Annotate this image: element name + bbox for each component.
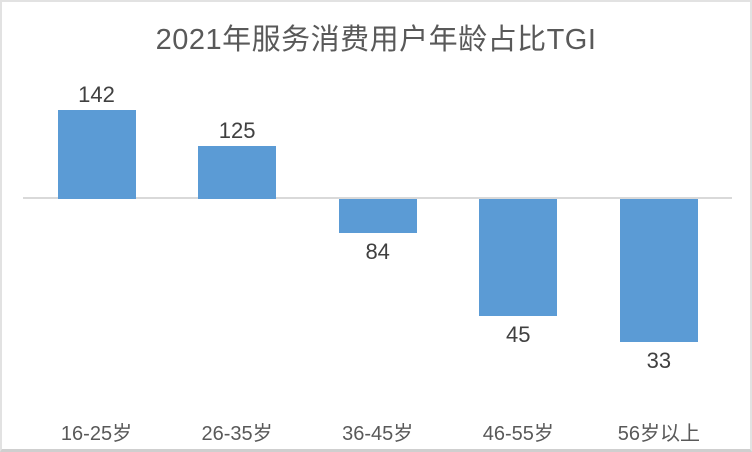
data-label-46-55岁: 45 [506, 322, 531, 347]
data-label-16-25岁: 142 [78, 82, 115, 107]
x-axis-label-46-55岁: 46-55岁 [482, 423, 554, 445]
chart-bar-16-25岁 [57, 110, 136, 199]
x-axis-label-26-35岁: 26-35岁 [201, 423, 273, 445]
data-label-36-45岁: 84 [365, 239, 390, 264]
chart-bar-26-35岁 [198, 146, 277, 199]
baseline-gridline [23, 197, 732, 199]
chart-bar-36-45岁 [338, 199, 417, 233]
x-axis-label-56岁以上: 56岁以上 [617, 423, 701, 445]
x-axis-label-16-25岁: 16-25岁 [60, 423, 133, 445]
x-axis-label-36-45岁: 36-45岁 [342, 423, 414, 445]
data-label-26-35岁: 125 [218, 118, 256, 143]
chart-bar-46-55岁 [479, 199, 558, 316]
chart-bar-56岁以上 [619, 199, 698, 342]
chart-title: 2021年服务消费用户年龄占比TGI [155, 24, 597, 56]
data-label-56岁以上: 33 [646, 348, 672, 373]
